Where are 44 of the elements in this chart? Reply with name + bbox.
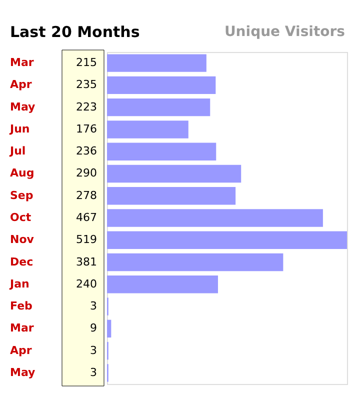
y-tick-label: Apr [10, 344, 32, 357]
bar [107, 253, 284, 272]
y-tick-label: Mar [10, 56, 34, 70]
data-label: 278 [76, 188, 97, 202]
bar [107, 142, 216, 160]
y-tick-label: Aug [10, 166, 34, 180]
chart-subtitle: Unique Visitors [224, 24, 345, 40]
bar [107, 120, 188, 138]
data-label: 223 [76, 100, 97, 114]
y-tick-label: Oct [10, 211, 32, 224]
data-label: 467 [76, 211, 97, 224]
data-label: 3 [90, 300, 97, 313]
bar [107, 76, 216, 94]
bar [107, 231, 347, 249]
data-label: 9 [90, 322, 97, 335]
bar [107, 164, 242, 183]
data-label: 381 [76, 255, 97, 268]
data-label: 235 [76, 78, 97, 92]
y-tick-label: Nov [10, 233, 35, 246]
y-tick-label: Jul [9, 144, 26, 158]
data-label: 176 [76, 122, 97, 136]
bar [107, 320, 112, 338]
bar [107, 276, 218, 294]
data-label: 240 [76, 277, 97, 290]
y-tick-label: Dec [10, 255, 34, 268]
y-tick-label: May [10, 100, 36, 114]
y-tick-label: Apr [10, 78, 32, 92]
chart-title: Last 20 Months [10, 23, 140, 41]
y-tick-label: Sep [10, 188, 34, 202]
data-label: 290 [76, 166, 97, 180]
y-tick-label: Feb [10, 300, 33, 313]
bar [107, 209, 323, 227]
data-label: 3 [90, 366, 97, 379]
y-tick-label: Jun [9, 122, 30, 136]
y-tick-label: May [10, 366, 36, 379]
bar [107, 187, 236, 205]
data-label: 236 [76, 144, 97, 158]
data-label: 3 [90, 344, 97, 357]
y-tick-label: Mar [10, 322, 34, 335]
y-tick-label: Jan [9, 277, 30, 290]
data-label: 519 [76, 233, 97, 246]
bar [107, 98, 210, 116]
bar [107, 54, 206, 72]
data-label: 215 [76, 56, 97, 70]
